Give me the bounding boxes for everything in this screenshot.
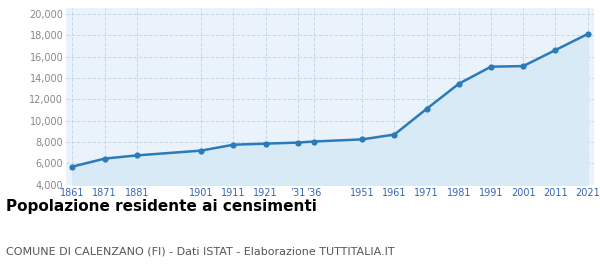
Point [68,164,77,169]
Point [422,107,431,111]
Point [358,137,367,142]
Point [454,81,464,86]
Point [389,132,399,137]
Point [100,156,109,161]
Point [196,148,206,153]
Point [486,64,496,69]
Text: COMUNE DI CALENZANO (FI) - Dati ISTAT - Elaborazione TUTTITALIA.IT: COMUNE DI CALENZANO (FI) - Dati ISTAT - … [6,246,395,256]
Point [261,141,271,146]
Text: Popolazione residente ai censimenti: Popolazione residente ai censimenti [6,199,317,214]
Point [293,140,302,145]
Point [583,32,592,36]
Point [132,153,142,158]
Point [518,64,528,68]
Point [551,48,560,52]
Point [309,139,319,144]
Point [229,143,238,147]
